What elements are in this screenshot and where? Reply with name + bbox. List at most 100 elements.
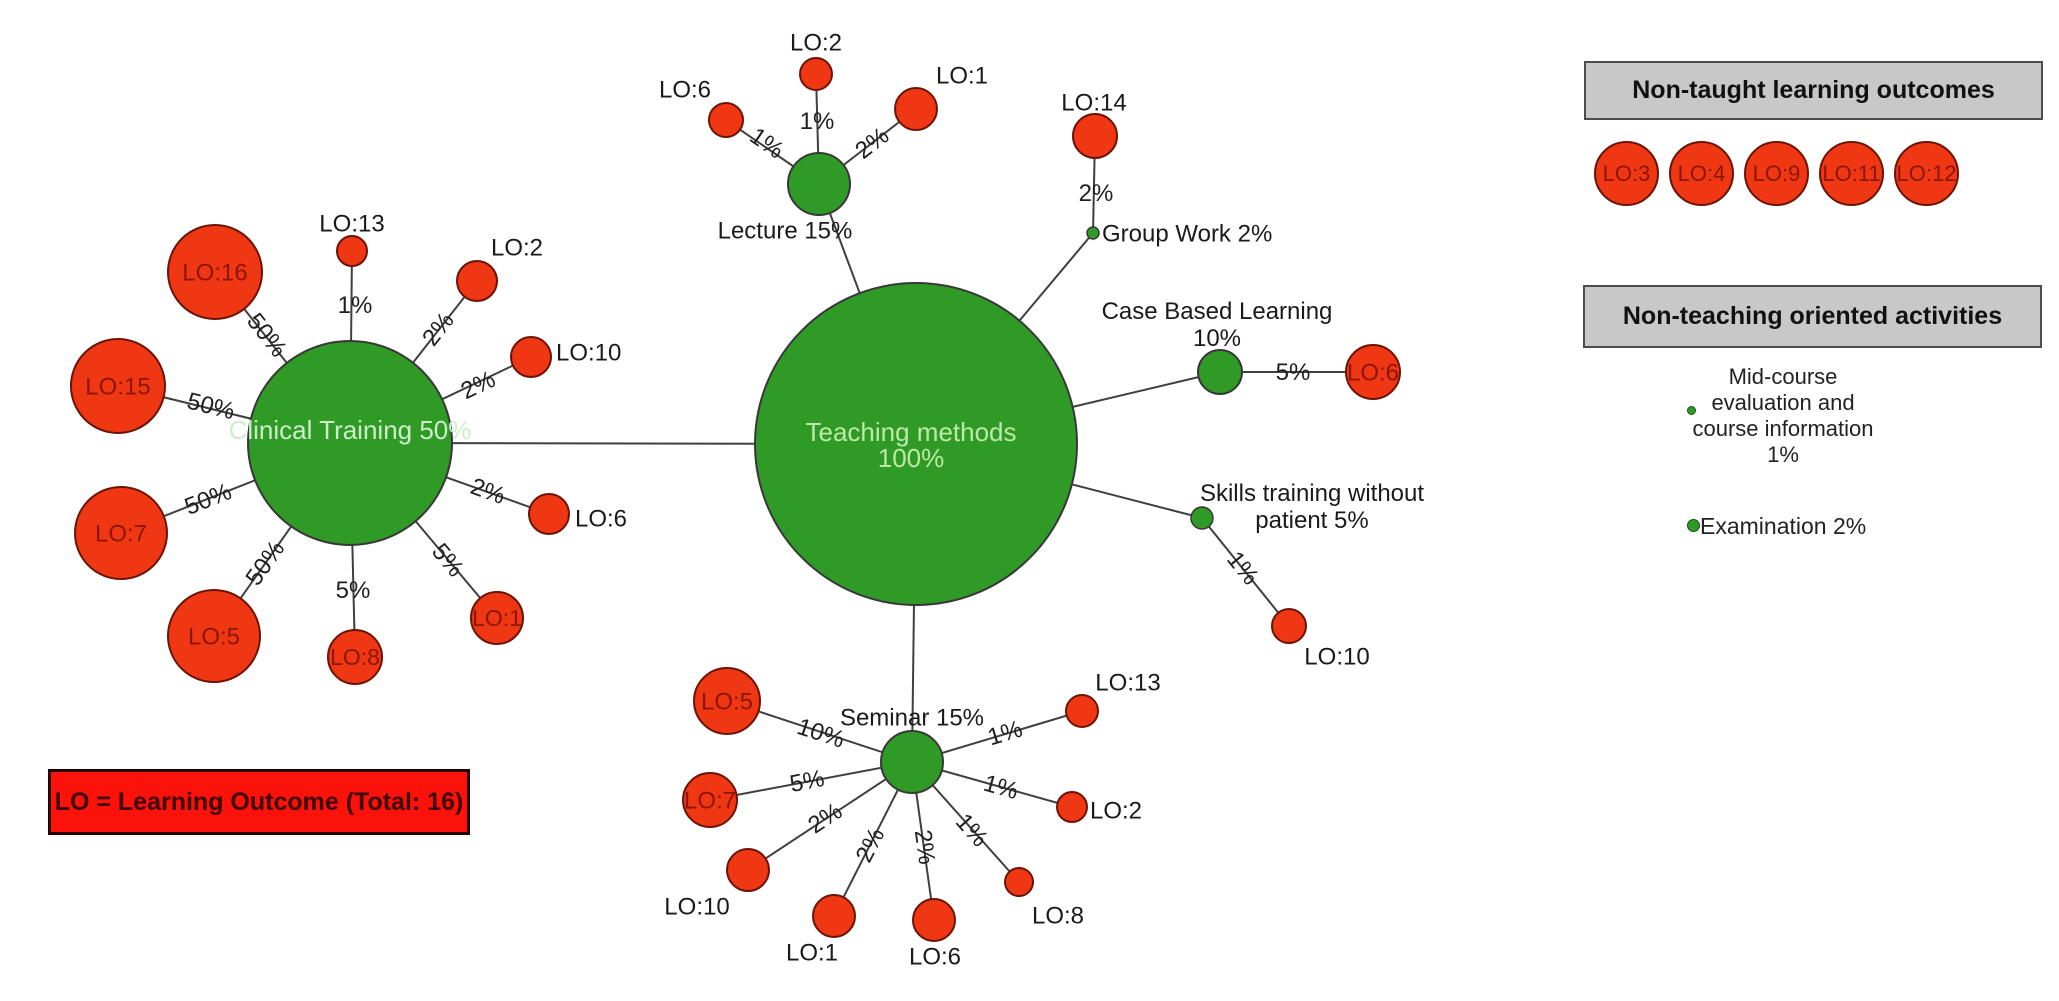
label-c_lo10: LO:10: [556, 339, 621, 366]
label-sem_lo10: LO:10: [664, 893, 729, 920]
label-s_lo10: LO:10: [1304, 643, 1369, 670]
edge-label-skills-s_lo10: 1%: [1221, 546, 1264, 590]
node-c_lo15: [70, 338, 166, 434]
node-teaching: [754, 282, 1078, 606]
non-teaching-header: Non-teaching oriented activities: [1583, 285, 2042, 348]
examination-label: Examination 2%: [1700, 513, 1867, 539]
node-l_lo2: [799, 57, 833, 91]
non-taught-header: Non-taught learning outcomes: [1584, 61, 2043, 120]
lo-circle-label: LO:12: [1896, 160, 1957, 186]
lo-circle-label: LO:11: [1822, 160, 1881, 186]
label-lo14: LO:14: [1061, 89, 1126, 116]
label-sem_lo13: LO:13: [1095, 669, 1160, 696]
node-c_lo8: [327, 629, 383, 685]
lo-legend-text: LO = Learning Outcome (Total: 16): [54, 787, 464, 816]
node-l_lo6: [708, 102, 744, 138]
label-c_lo8: LO:8: [330, 644, 380, 670]
midcourse-line: evaluation and: [1711, 390, 1855, 415]
node-c_lo16: [167, 224, 263, 320]
label-sem_lo5: LO:5: [701, 688, 753, 715]
label-c_lo7: LO:7: [95, 520, 147, 547]
label-cbl_lo6: LO:6: [1347, 359, 1399, 386]
node-sem_lo6: [912, 898, 956, 942]
lo-legend-box: LO = Learning Outcome (Total: 16): [48, 769, 470, 835]
label-sem_lo1: LO:1: [786, 939, 838, 966]
node-c_lo10: [510, 336, 552, 378]
label-lecture: Lecture 15%: [718, 217, 853, 244]
examination-dot: [1687, 519, 1700, 532]
node-c_lo6: [528, 493, 570, 535]
edge-label-clinical-c_lo10: 2%: [457, 366, 500, 405]
node-sem_lo10: [726, 848, 770, 892]
non-taught-title: Non-taught learning outcomes: [1632, 76, 1995, 104]
node-c_lo13: [336, 235, 368, 267]
label-sem_lo7: LO:7: [684, 787, 736, 814]
node-c_lo7: [74, 486, 168, 580]
non-taught-lo9-circle: LO:9: [1744, 141, 1809, 206]
edge-label-clinical-c_lo5: 50%: [241, 536, 291, 591]
midcourse-line: course information: [1692, 416, 1874, 441]
label-c_lo1: LO:1: [472, 605, 522, 631]
edge-label-clinical-c_lo2: 2%: [417, 307, 460, 351]
edge-seminar-sem_lo7: [709, 761, 913, 801]
edge-skills-s_lo10: [1201, 517, 1290, 627]
label-c_lo6: LO:6: [575, 505, 627, 532]
edge-label-cbl-cbl_lo6: 5%: [1276, 359, 1311, 386]
label-teaching: Teaching methods 100%: [805, 417, 1016, 473]
edge-label-seminar-sem_lo7: 5%: [788, 765, 827, 798]
label-skills: Skills training without patient 5%: [1200, 480, 1424, 534]
label-l_lo1: LO:1: [936, 62, 988, 89]
midcourse-label: Mid-course evaluation and course informa…: [1657, 364, 1909, 468]
node-sem_lo8: [1004, 867, 1034, 897]
node-sem_lo2: [1056, 791, 1088, 823]
edge-seminar-sem_lo10: [747, 761, 913, 871]
lo-circle-label: LO:3: [1602, 160, 1651, 186]
label-cbl: Case Based Learning 10%: [1102, 298, 1333, 352]
node-c_lo2: [456, 260, 498, 302]
node-cbl_lo6: [1345, 344, 1401, 400]
edge-label-clinical-c_lo8: 5%: [336, 577, 371, 604]
node-lecture: [787, 152, 851, 216]
node-s_lo10: [1271, 608, 1307, 644]
non-taught-lo11-circle: LO:11: [1819, 141, 1884, 206]
edge-label-lo14-groupwork: 2%: [1079, 180, 1114, 207]
lo-circle-label: LO:9: [1752, 160, 1801, 186]
non-taught-outcomes-row: LO:3 LO:4 LO:9 LO:11 LO:12: [1594, 141, 1959, 206]
non-taught-lo12-circle: LO:12: [1894, 141, 1959, 206]
label-clinical: Clinical Training 50%: [229, 415, 472, 445]
edge-label-clinical-c_lo13: 1%: [338, 292, 373, 319]
edge-label-seminar-sem_lo13: 1%: [985, 716, 1026, 752]
node-c_lo5: [167, 589, 261, 683]
non-taught-lo4-circle: LO:4: [1669, 141, 1734, 206]
lo-circle-label: LO:4: [1677, 160, 1726, 186]
edge-label-clinical-c_lo6: 2%: [467, 473, 509, 510]
label-seminar: Seminar 15%: [840, 704, 984, 731]
edge-label-seminar-sem_lo6: 2%: [909, 828, 941, 866]
edge-label-clinical-c_lo7: 50%: [181, 478, 236, 521]
label-l_lo6: LO:6: [659, 76, 711, 103]
edge-label-seminar-sem_lo1: 2%: [851, 824, 891, 867]
node-sem_lo13: [1065, 694, 1099, 728]
non-taught-lo3-circle: LO:3: [1594, 141, 1659, 206]
label-sem_lo6: LO:6: [909, 943, 961, 970]
node-l_lo1: [894, 87, 938, 131]
node-c_lo1: [470, 591, 524, 645]
node-sem_lo5: [693, 667, 761, 735]
label-c_lo5: LO:5: [188, 623, 240, 650]
label-groupwork: Group Work 2%: [1102, 220, 1272, 247]
node-groupwork: [1086, 226, 1100, 240]
midcourse-line: 1%: [1767, 442, 1799, 467]
edge-label-lecture-l_lo1: 2%: [850, 122, 894, 165]
label-sem_lo8: LO:8: [1032, 902, 1084, 929]
midcourse-dot: [1687, 406, 1696, 415]
label-c_lo13: LO:13: [319, 210, 384, 237]
label-c_lo16: LO:16: [182, 259, 247, 286]
label-c_lo2: LO:2: [491, 234, 543, 261]
edge-label-seminar-sem_lo10: 2%: [803, 798, 847, 840]
node-cbl: [1197, 349, 1243, 395]
midcourse-line: Mid-course: [1728, 364, 1838, 389]
node-sem_lo7: [682, 772, 738, 828]
node-skills: [1190, 506, 1214, 530]
